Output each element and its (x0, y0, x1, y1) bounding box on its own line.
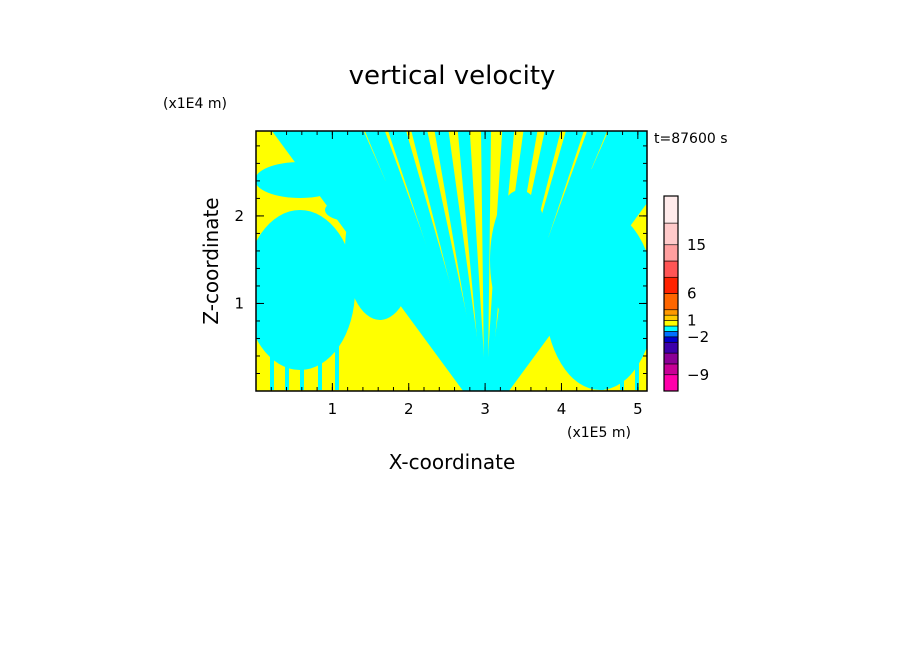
x-tick-label: 3 (480, 400, 490, 418)
y-axis-label: Z-coordinate (199, 197, 223, 324)
colorbar-tick-label: −9 (687, 366, 709, 384)
negative-stripe (497, 137, 647, 391)
colorbar-swatch (663, 331, 679, 338)
x-tick-label: 5 (633, 400, 643, 418)
colorbar-swatch (663, 260, 679, 278)
y-tick-label: 1 (234, 294, 244, 312)
negative-stripe (341, 131, 478, 391)
negative-stripe (364, 131, 480, 391)
negative-streak (270, 300, 274, 390)
negative-stripe (492, 131, 608, 391)
x-tick-label: 1 (328, 400, 338, 418)
colorbar-swatch (663, 336, 679, 343)
negative-streak (635, 300, 639, 390)
colorbar-tick-label: 6 (687, 285, 697, 303)
colorbar-swatch (663, 325, 679, 332)
colorbar-swatch (663, 341, 679, 354)
colorbar-swatch (663, 309, 679, 316)
colorbar-tick-label: 15 (687, 236, 706, 254)
y-axis: 12 (234, 145, 647, 374)
negative-streak (285, 300, 289, 390)
x-axis-label: X-coordinate (389, 450, 516, 474)
field-bands (256, 131, 647, 391)
colorbar-swatch (663, 352, 679, 365)
colorbar-tick-label: −2 (687, 328, 709, 346)
time-label: t=87600 s (654, 131, 728, 147)
x-unit-label: (x1E5 m) (567, 425, 631, 441)
colorbar-swatch (663, 374, 679, 392)
negative-stripe (499, 168, 647, 391)
colorbar-swatch (663, 363, 679, 376)
negative-stripe (495, 131, 647, 391)
velocity-field (256, 131, 647, 391)
negative-blob (256, 210, 355, 370)
chart-title: vertical velocity (349, 61, 556, 91)
negative-stripe (481, 131, 491, 391)
negative-streak (335, 300, 339, 390)
colorbar-swatch (663, 244, 679, 262)
colorbar-swatch (663, 222, 679, 246)
colorbar-frame (663, 195, 679, 392)
negative-streak (318, 300, 322, 390)
x-axis: 1 2 3 4 5 (270, 131, 643, 418)
negative-stripe (489, 131, 561, 391)
y-tick-label: 2 (234, 207, 244, 225)
colorbar-swatch (663, 276, 679, 294)
y-unit-label: (x1E4 m) (163, 96, 227, 112)
colorbar-swatch (663, 293, 679, 311)
plot-frame (255, 130, 648, 392)
negative-stripe (388, 131, 482, 391)
negative-streak (600, 300, 604, 390)
negative-stripe (487, 131, 538, 391)
negative-stripe (485, 131, 515, 391)
negative-stripe (457, 131, 487, 391)
negative-stripe (318, 131, 477, 391)
negative-stripe (411, 131, 483, 391)
colorbar-swatch (663, 320, 679, 327)
colorbar-swatch (663, 314, 679, 321)
negative-stripe (434, 131, 485, 391)
negative-stripe (490, 131, 584, 391)
colorbar: 15 6 1−2 −9 (663, 195, 709, 392)
negative-stripe (295, 131, 475, 391)
x-tick-label: 2 (404, 400, 414, 418)
negative-streak (620, 300, 624, 390)
colorbar-tick-label: 1 (687, 312, 697, 330)
negative-streak (300, 300, 304, 390)
colorbar-swatch (663, 195, 679, 224)
negative-stripe (272, 131, 473, 391)
x-tick-label: 4 (557, 400, 567, 418)
